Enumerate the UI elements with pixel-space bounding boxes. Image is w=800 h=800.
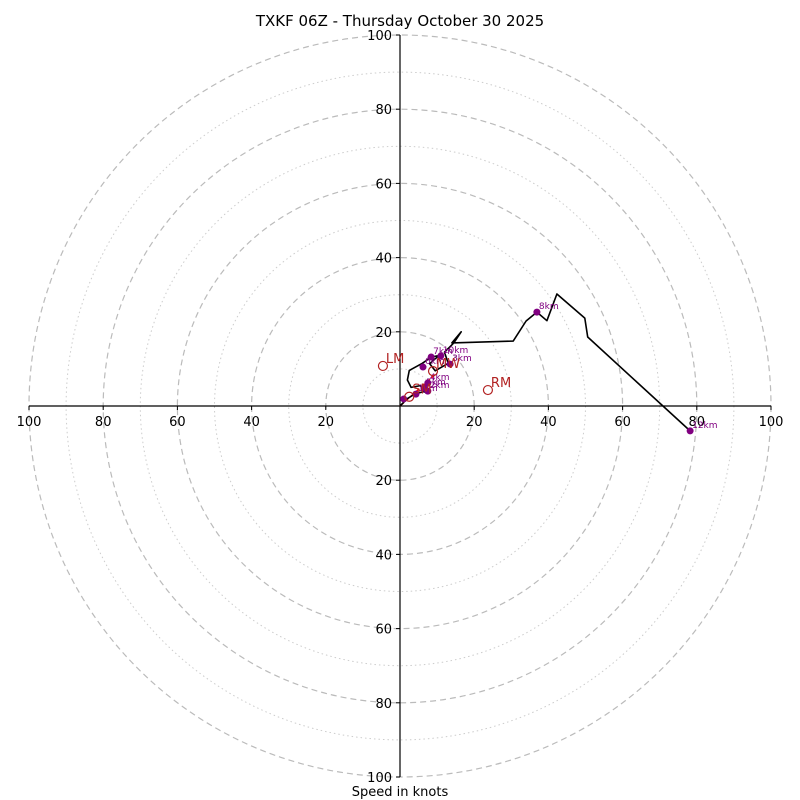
y-tick-label: 20 — [375, 474, 392, 489]
y-tick-label: 100 — [367, 29, 392, 44]
y-tick-label: 100 — [367, 771, 392, 786]
y-tick-label: 60 — [375, 177, 392, 192]
y-tick-label: 60 — [375, 623, 392, 638]
height-point-label: 2km — [430, 381, 450, 391]
height-point-label: 3km — [452, 354, 472, 364]
x-tick-label: 40 — [540, 415, 557, 430]
x-tick-label: 80 — [95, 415, 112, 430]
x-tick-label: 100 — [759, 415, 784, 430]
height-point-label: 10km — [443, 346, 468, 356]
motion-marker-label: SM — [412, 383, 431, 398]
tick-labels: 20 20 20 20 40 40 40 40 60 60 60 60 80 80 80 80 100 100 10… — [17, 29, 784, 786]
y-tick-label: 40 — [375, 252, 392, 267]
height-point-label: 8km — [539, 302, 559, 312]
y-tick-label: 80 — [375, 103, 392, 118]
x-tick-label: 80 — [689, 415, 706, 430]
x-tick-label: 40 — [243, 415, 260, 430]
height-points: 1km2km3km4km5km6km7km8km10km12km — [400, 302, 718, 435]
height-point — [446, 360, 454, 368]
y-tick-label: 40 — [375, 548, 392, 563]
x-tick-label: 60 — [169, 415, 186, 430]
x-tick-label: 20 — [318, 415, 335, 430]
height-point-label: 6km — [425, 357, 445, 367]
x-tick-label: 60 — [614, 415, 631, 430]
x-axis-label: Speed in knots — [352, 785, 449, 800]
height-point-label: 7km — [433, 347, 453, 357]
y-tick-label: 80 — [375, 697, 392, 712]
storm-motion-markers: LM RM MW SM — [377, 352, 511, 402]
height-point — [420, 384, 428, 392]
motion-marker-label: RM — [491, 376, 511, 391]
height-point-label: 5km — [426, 378, 446, 388]
motion-marker — [377, 360, 389, 372]
x-tick-label: 100 — [17, 415, 42, 430]
height-point-label: 12km — [692, 421, 717, 431]
y-tick-label: 20 — [375, 326, 392, 341]
motion-marker — [427, 366, 439, 377]
height-point-label: 4km — [430, 373, 450, 383]
motion-marker — [404, 391, 415, 402]
height-point — [400, 395, 408, 403]
motion-marker-label: LM — [386, 352, 404, 367]
height-point — [419, 363, 427, 371]
height-point — [686, 427, 694, 435]
height-point — [437, 352, 445, 360]
x-tick-label: 20 — [466, 415, 483, 430]
height-point — [533, 308, 541, 316]
motion-marker-label: MW — [436, 357, 460, 372]
height-point — [427, 353, 435, 361]
chart-title: TXKF 06Z - Thursday October 30 2025 — [255, 12, 544, 30]
height-point — [424, 379, 432, 387]
motion-marker — [482, 384, 494, 396]
